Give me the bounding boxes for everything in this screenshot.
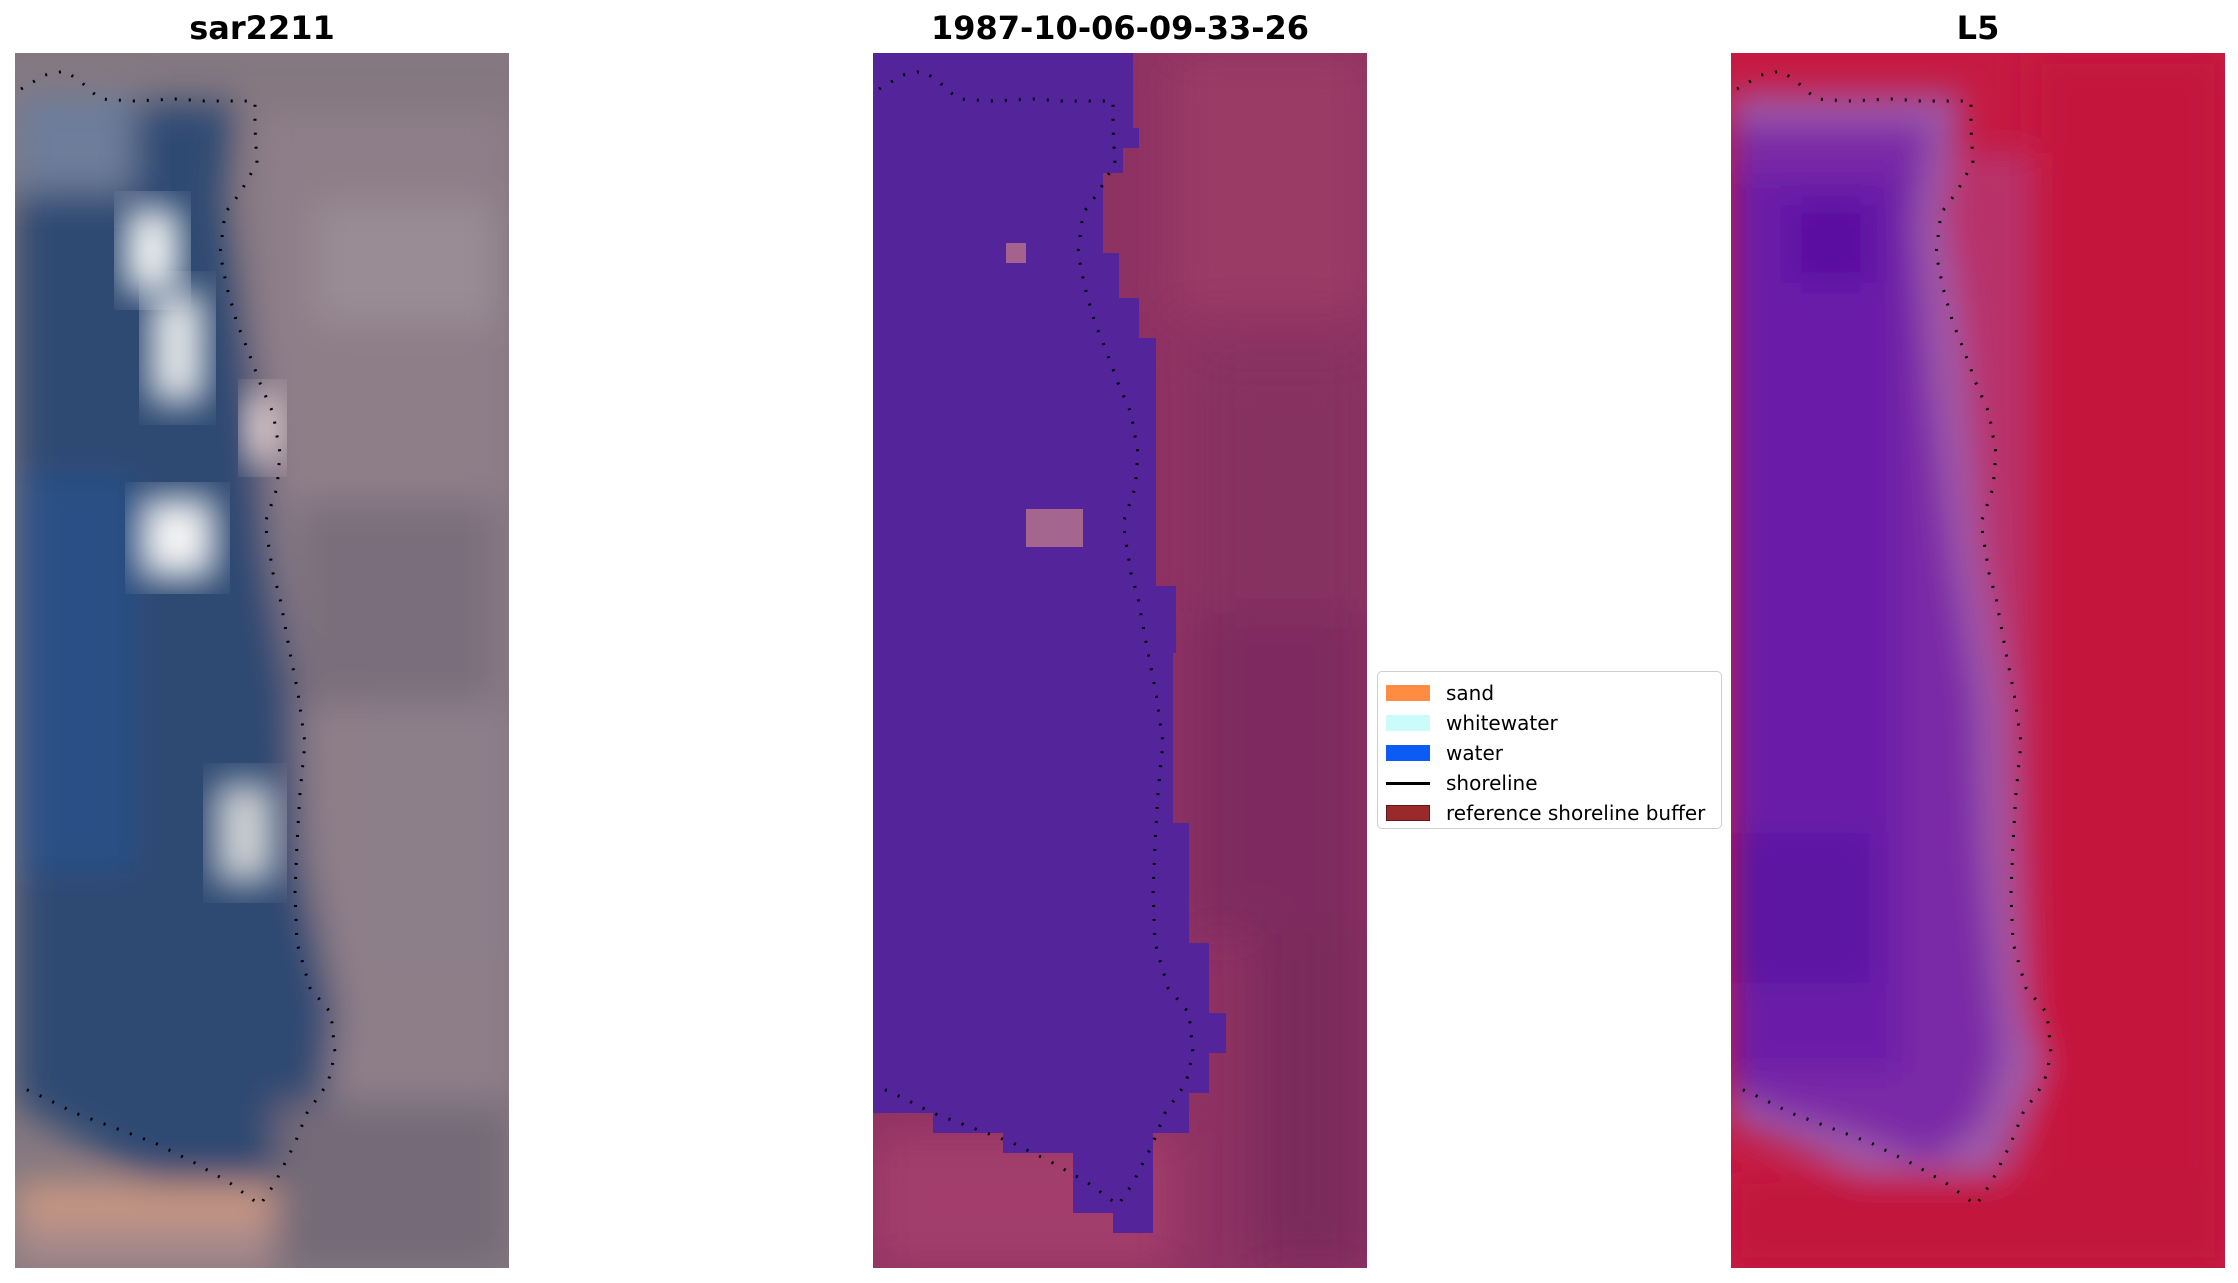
- rgb-image: [15, 53, 509, 1268]
- panel-title-index: L5: [1956, 9, 2000, 47]
- legend-label-water: water: [1446, 741, 1503, 765]
- classified-image: [873, 53, 1367, 1268]
- index-image: [1731, 53, 2225, 1268]
- legend-swatch-reference-buffer: [1386, 805, 1430, 821]
- legend: sand whitewater water shoreline referenc…: [1377, 671, 1722, 829]
- legend-label-shoreline: shoreline: [1446, 771, 1538, 795]
- legend-line-shoreline: [1386, 781, 1430, 785]
- legend-label-sand: sand: [1446, 681, 1495, 705]
- index-image-panel: [1731, 53, 2225, 1268]
- legend-swatch-whitewater: [1386, 715, 1430, 731]
- legend-swatch-sand: [1386, 685, 1430, 701]
- legend-label-whitewater: whitewater: [1446, 711, 1558, 735]
- classified-image-panel: [873, 53, 1367, 1268]
- legend-item-shoreline: shoreline: [1386, 768, 1713, 798]
- panel-title-rgb: sar2211: [189, 9, 335, 47]
- panel-title-classified: 1987-10-06-09-33-26: [930, 9, 1310, 47]
- land-patch: [1026, 509, 1083, 547]
- land-pixel: [1006, 243, 1026, 263]
- legend-item-sand: sand: [1386, 678, 1713, 708]
- legend-item-water: water: [1386, 738, 1713, 768]
- water-region: [873, 53, 1226, 1233]
- legend-item-whitewater: whitewater: [1386, 708, 1713, 738]
- rgb-image-panel: [15, 53, 509, 1268]
- legend-swatch-water: [1386, 745, 1430, 761]
- legend-item-reference-buffer: reference shoreline buffer: [1386, 798, 1713, 828]
- legend-label-reference-buffer: reference shoreline buffer: [1446, 801, 1706, 825]
